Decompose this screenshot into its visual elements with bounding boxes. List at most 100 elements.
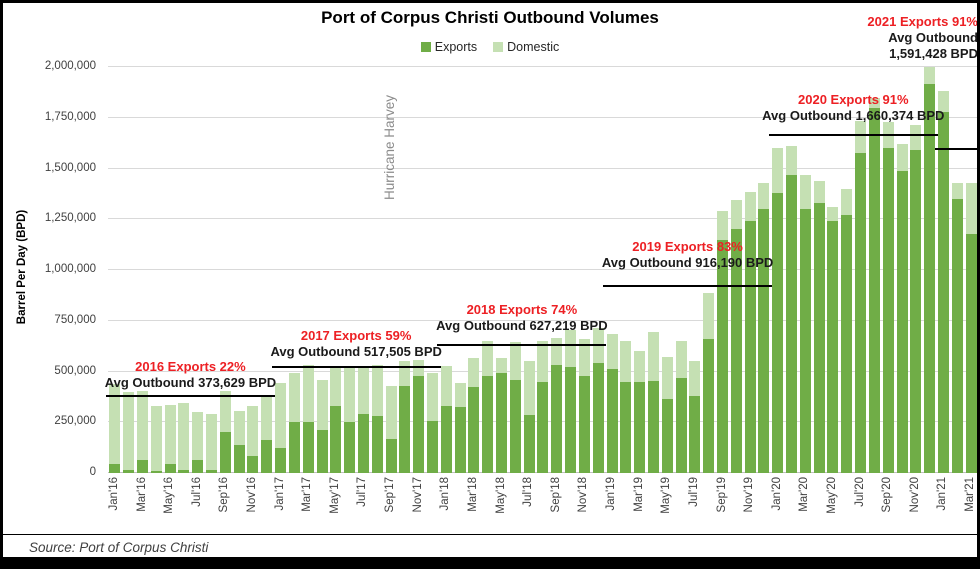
x-tick-label: Jul'18: [522, 477, 535, 507]
bar-segment-exports: [813, 203, 825, 473]
avg-outbound-label: Avg Outbound 916,190 BPD: [601, 255, 774, 271]
x-tick-label: Mar'21: [964, 477, 977, 512]
bar-segment-domestic: [937, 91, 949, 112]
bar-segment-domestic: [233, 411, 245, 445]
bar-segment-domestic: [427, 372, 439, 422]
bar-segment-domestic: [855, 120, 867, 154]
bar-segment-domestic: [661, 357, 673, 399]
x-tick-label: May'16: [163, 477, 176, 514]
bar-segment-exports: [703, 339, 715, 473]
x-tick-label: Sep'19: [715, 477, 728, 513]
bar-segment-exports: [440, 406, 452, 473]
bar-segment-exports: [357, 414, 369, 473]
exports-percent-label: 2018 Exports 74%: [466, 301, 578, 317]
exports-percent-label: 2019 Exports 83%: [632, 239, 743, 255]
x-tick-label: Sep'18: [549, 477, 562, 513]
footer-divider: [3, 534, 977, 535]
bar-segment-domestic: [482, 341, 494, 376]
year-annotation: 2016 Exports 22% Avg Outbound 373,629 BPD: [105, 359, 276, 391]
domestic-swatch-icon: [493, 42, 504, 52]
bar-segment-exports: [496, 372, 508, 473]
bar-segment-domestic: [288, 372, 300, 423]
exports-percent-label: 2021 Exports 91%: [867, 14, 978, 30]
bar-segment-domestic: [123, 391, 135, 470]
bar-segment-exports: [302, 422, 314, 473]
bar-segment-domestic: [192, 412, 204, 460]
bar-segment-domestic: [440, 366, 452, 407]
avg-outbound-line: [934, 147, 977, 150]
bar-segment-domestic: [730, 199, 742, 230]
bar-segment-domestic: [178, 402, 190, 470]
bar-segment-domestic: [951, 182, 963, 199]
x-tick-label: Jan'21: [936, 477, 949, 511]
y-axis-tick-labels: 0 250,000 500,000 750,000 1,000,000 1,250,000…: [3, 60, 102, 478]
avg-outbound-line: [106, 395, 275, 398]
bar-segment-exports: [896, 170, 908, 473]
y-tick-label: 1,250,000: [44, 212, 96, 225]
bar-segment-exports: [509, 379, 521, 473]
hurricane-harvey-note: Hurricane Harvey: [381, 95, 397, 201]
y-tick-label: 750,000: [54, 313, 96, 326]
avg-outbound-label: Avg Outbound 1,660,374 BPD: [762, 108, 945, 124]
x-tick-label: Nov'17: [411, 477, 424, 513]
bar-segment-exports: [316, 430, 328, 473]
bar-segment-exports: [427, 421, 439, 473]
bar-segment-domestic: [703, 293, 715, 340]
bar-segment-domestic: [150, 406, 162, 471]
bar-segment-domestic: [330, 366, 342, 407]
bar-segment-exports: [786, 174, 798, 473]
bar-segment-exports: [910, 150, 922, 473]
x-tick-label: Mar'18: [466, 477, 479, 512]
bar-segment-exports: [247, 455, 259, 473]
x-tick-label: May'20: [825, 477, 838, 514]
chart-title: Port of Corpus Christi Outbound Volumes: [321, 8, 659, 27]
bar-segment-domestic: [454, 382, 466, 408]
plot-area: 2016 Exports 22% Avg Outbound 373,629 BPD…: [105, 14, 977, 473]
bar-segment-exports: [717, 239, 729, 473]
bar-segment-domestic: [868, 98, 880, 108]
bar-segment-domestic: [813, 180, 825, 204]
bar-segment-domestic: [841, 188, 853, 216]
bar-segment-domestic: [137, 390, 149, 460]
x-tick-label: Jan'18: [439, 477, 452, 511]
bar-segment-exports: [385, 438, 397, 473]
x-tick-label: May'18: [494, 477, 507, 514]
bar-segment-exports: [288, 422, 300, 473]
y-tick-label: 1,750,000: [44, 110, 96, 123]
bar-segment-exports: [233, 444, 245, 473]
x-tick-label: Jan'19: [605, 477, 618, 511]
bar-segment-exports: [592, 363, 604, 473]
source-credit: Source: Port of Corpus Christi: [29, 540, 209, 555]
bar-segment-domestic: [261, 394, 273, 440]
avg-outbound-label: Avg Outbound 517,505 BPD: [270, 344, 442, 360]
bar-segment-domestic: [219, 390, 231, 433]
exports-percent-label: 2016 Exports 22%: [135, 359, 246, 375]
gridline: [108, 319, 977, 321]
avg-outbound-label: Avg Outbound 627,219 BPD: [436, 317, 608, 333]
gridline: [108, 167, 977, 169]
x-tick-label: Sep'20: [881, 477, 894, 513]
exports-percent-label: 2017 Exports 59%: [300, 328, 412, 344]
bar-segment-exports: [206, 469, 218, 473]
bar-segment-domestic: [647, 331, 659, 381]
exports-percent-label: 2020 Exports 91%: [798, 92, 909, 108]
bar-segment-exports: [730, 229, 742, 473]
x-tick-label: Jul'17: [356, 477, 369, 507]
gridline: [108, 116, 977, 118]
bar-segment-domestic: [689, 361, 701, 396]
bar-segment-domestic: [109, 383, 121, 464]
bar-segment-exports: [344, 422, 356, 473]
x-tick-label: May'19: [660, 477, 673, 514]
bar-segment-exports: [150, 470, 162, 473]
bar-segment-domestic: [537, 341, 549, 382]
y-tick-label: 2,000,000: [44, 60, 96, 72]
bar-segment-domestic: [344, 368, 356, 423]
x-tick-label: Sep'16: [218, 477, 231, 513]
bar-segment-domestic: [413, 360, 425, 376]
bar-segment-domestic: [371, 365, 383, 417]
bar-segment-domestic: [164, 405, 176, 464]
bar-segment-exports: [454, 407, 466, 473]
bar-segment-exports: [634, 381, 646, 473]
bar-segment-domestic: [206, 414, 218, 470]
